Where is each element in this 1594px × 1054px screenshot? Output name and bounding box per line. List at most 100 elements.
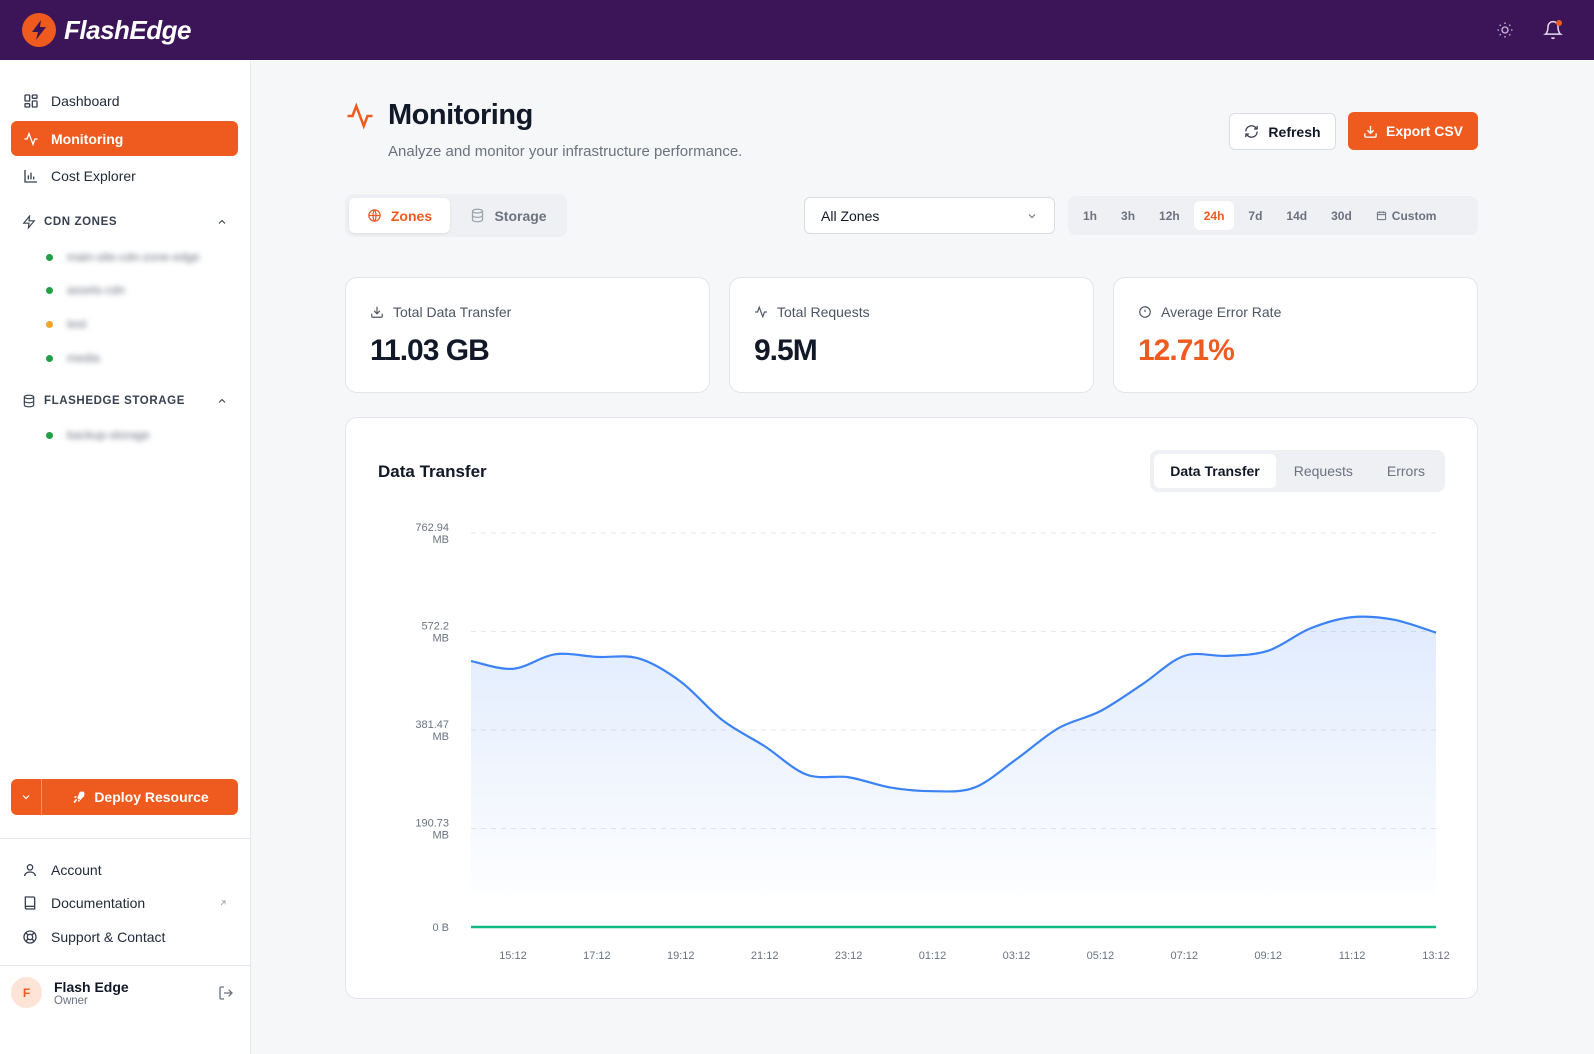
y-tick-label: 0 B	[432, 922, 449, 934]
y-tick-label: 762.94 MB	[415, 522, 449, 546]
deploy-resource-button[interactable]: Deploy Resource	[11, 779, 238, 815]
logout-icon[interactable]	[218, 985, 234, 1001]
sidebar-item-cost-explorer[interactable]: Cost Explorer	[11, 158, 238, 193]
x-tick-label: 09:12	[1254, 950, 1282, 962]
tab-errors[interactable]: Errors	[1386, 463, 1425, 479]
sidebar-item-dashboard[interactable]: Dashboard	[11, 83, 238, 118]
app-name: FlashEdge	[64, 14, 191, 45]
sidebar-item-documentation[interactable]: Documentation	[22, 895, 228, 911]
storage-section-header[interactable]: FLASHEDGE STORAGE	[22, 394, 228, 408]
tab-zones[interactable]: Zones	[349, 198, 450, 233]
zone-name: test	[67, 317, 87, 331]
footer-label: Documentation	[51, 895, 146, 911]
app-logo[interactable]: FlashEdge	[22, 13, 191, 47]
sidebar-zone-item[interactable]: test	[46, 316, 86, 332]
sidebar-storage-item[interactable]: backup-storage	[46, 427, 150, 443]
stat-value: 12.71%	[1138, 334, 1235, 367]
stat-card-data-transfer: Total Data Transfer 11.03 GB	[345, 277, 710, 393]
stat-card-error-rate: Average Error Rate 12.71%	[1113, 277, 1478, 393]
refresh-label: Refresh	[1268, 123, 1321, 140]
status-dot	[46, 286, 53, 294]
time-range-selector: 1h 3h 12h 24h 7d 14d 30d Custom	[1068, 196, 1478, 235]
book-icon	[24, 896, 36, 910]
sidebar-item-label: Monitoring	[51, 130, 124, 147]
range-3h[interactable]: 3h	[1111, 201, 1145, 230]
sidebar-divider	[0, 965, 251, 966]
user-profile[interactable]: F Flash Edge Owner	[11, 977, 238, 1008]
download-icon	[371, 306, 383, 318]
zone-select[interactable]: All Zones	[804, 197, 1055, 234]
database-icon	[23, 394, 35, 408]
calendar-icon	[1376, 211, 1386, 221]
range-label: 24h	[1203, 208, 1225, 223]
x-tick-label: 21:12	[751, 950, 779, 962]
chevron-down-icon[interactable]	[11, 779, 42, 815]
activity-icon	[347, 102, 373, 130]
bell-icon[interactable]	[1542, 19, 1564, 41]
zone-select-value: All Zones	[821, 207, 880, 224]
x-tick-label: 23:12	[835, 950, 863, 962]
sidebar-item-account[interactable]: Account	[22, 862, 228, 878]
storage-name: backup-storage	[67, 428, 150, 442]
zone-name: assets-cdn	[67, 283, 126, 297]
download-icon	[1364, 125, 1377, 138]
range-12h[interactable]: 12h	[1149, 201, 1190, 230]
range-14d[interactable]: 14d	[1276, 201, 1317, 230]
user-role: Owner	[54, 994, 88, 1007]
footer-label: Support & Contact	[51, 929, 166, 945]
globe-icon	[368, 209, 381, 222]
x-tick-label: 15:12	[499, 950, 527, 962]
x-tick-label: 17:12	[583, 950, 611, 962]
sidebar-zone-item[interactable]: assets-cdn	[46, 282, 125, 298]
activity-icon	[24, 131, 38, 146]
range-1h[interactable]: 1h	[1073, 201, 1107, 230]
sidebar-zone-item[interactable]: media	[46, 350, 100, 366]
sidebar-zone-item[interactable]: main-site-cdn-zone-edge	[46, 249, 200, 265]
range-24h[interactable]: 24h	[1193, 201, 1235, 230]
chevron-up-icon[interactable]	[216, 395, 228, 407]
range-custom[interactable]: Custom	[1366, 201, 1447, 230]
chart-title: Data Transfer	[378, 462, 487, 481]
tab-storage[interactable]: Storage	[454, 198, 563, 233]
sidebar-item-support[interactable]: Support & Contact	[22, 929, 228, 945]
range-30d[interactable]: 30d	[1321, 201, 1362, 230]
sidebar-item-label: Dashboard	[51, 92, 120, 109]
footer-label: Account	[51, 862, 102, 878]
range-label: 12h	[1159, 208, 1180, 223]
lightning-logo-icon	[22, 13, 56, 47]
chevron-up-icon[interactable]	[216, 216, 228, 228]
rocket-icon	[73, 791, 85, 803]
range-label: 1h	[1083, 208, 1098, 223]
x-tick-label: 19:12	[667, 950, 695, 962]
tab-label: Zones	[390, 207, 433, 224]
stat-card-requests: Total Requests 9.5M	[729, 277, 1094, 393]
x-tick-label: 03:12	[1003, 950, 1031, 962]
zone-name: main-site-cdn-zone-edge	[67, 250, 200, 264]
chevron-down-icon	[1028, 213, 1036, 218]
export-csv-button[interactable]: Export CSV	[1348, 112, 1478, 150]
tab-data-transfer[interactable]: Data Transfer	[1154, 454, 1276, 488]
cdn-zones-section-header[interactable]: CDN ZONES	[22, 215, 228, 229]
bar-chart-icon	[24, 169, 37, 183]
notification-dot	[1556, 20, 1562, 26]
range-label: 30d	[1331, 208, 1352, 223]
stat-label: Average Error Rate	[1161, 304, 1282, 320]
x-tick-label: 13:12	[1422, 950, 1450, 962]
stat-value: 11.03 GB	[370, 334, 490, 367]
tab-requests[interactable]: Requests	[1293, 463, 1353, 479]
page-subtitle: Analyze and monitor your infrastructure …	[388, 143, 743, 160]
database-icon	[472, 208, 484, 223]
alert-circle-icon	[1139, 306, 1151, 318]
page-title: Monitoring	[388, 99, 533, 131]
status-dot	[46, 431, 53, 439]
lifebuoy-icon	[23, 930, 37, 944]
refresh-icon	[1245, 125, 1259, 138]
range-label: Custom	[1391, 208, 1437, 223]
sun-icon[interactable]	[1494, 19, 1516, 41]
refresh-button[interactable]: Refresh	[1229, 113, 1336, 150]
sidebar-item-monitoring[interactable]: Monitoring	[11, 121, 238, 156]
data-transfer-chart: 762.94 MB 572.2 MB 381.47 MB 190.73 MB 0 B 15:12 1…	[415, 522, 1450, 962]
status-dot	[46, 320, 53, 328]
y-tick-label: 381.47 MB	[415, 719, 449, 743]
range-7d[interactable]: 7d	[1238, 201, 1272, 230]
